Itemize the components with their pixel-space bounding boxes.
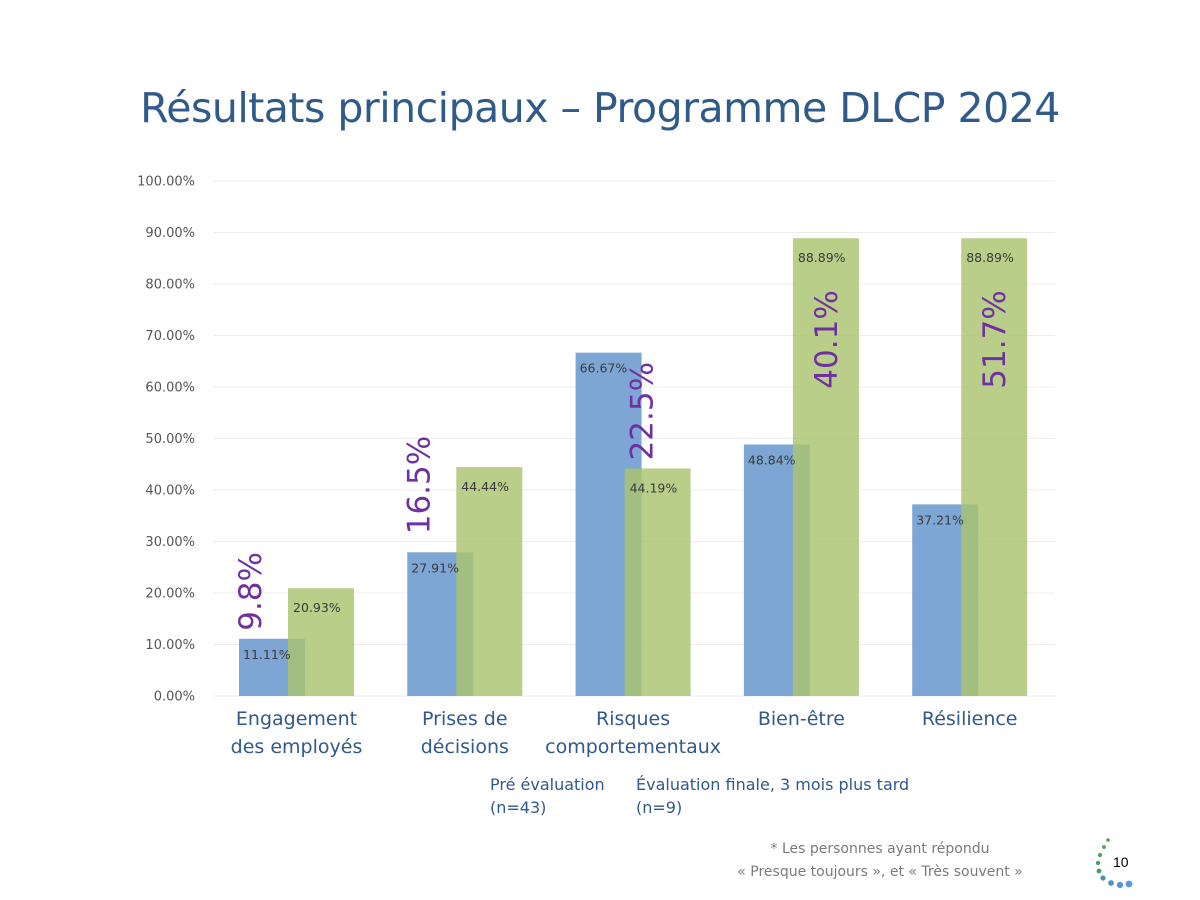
y-tick-label: 30.00%: [145, 535, 195, 550]
legend-series-final: Évaluation finale, 3 mois plus tard (n=9…: [636, 773, 909, 819]
legend-series-pre: Pré évaluation (n=43): [490, 773, 605, 819]
data-label-pre: 11.11%: [243, 647, 291, 662]
data-label-pre: 27.91%: [411, 560, 459, 575]
category-label: Bien-être: [701, 705, 901, 733]
y-axis-ticks: 0.00% 10.00% 20.00% 30.00% 40.00% 50.00% 60.00…: [137, 175, 195, 705]
bar-final-evaluation: [624, 468, 691, 696]
category-label: Risques comportementaux: [533, 705, 733, 761]
y-tick-label: 10.00%: [145, 638, 195, 653]
difference-annotation: 51.7%: [977, 290, 1013, 388]
data-label-final: 20.93%: [293, 600, 341, 615]
footnote: * Les personnes ayant répondu « Presque …: [700, 838, 1060, 884]
y-tick-label: 70.00%: [145, 329, 195, 344]
y-tick-label: 0.00%: [154, 690, 195, 705]
y-tick-label: 90.00%: [145, 226, 195, 241]
data-label-pre: 66.67%: [580, 361, 628, 376]
difference-annotation: 16.5%: [401, 436, 437, 534]
bar-final-evaluation: [288, 588, 354, 696]
difference-annotation: 40.1%: [809, 290, 845, 388]
page-number: 10: [1113, 854, 1129, 870]
y-tick-label: 100.00%: [137, 175, 195, 190]
difference-annotation: 9.8%: [233, 552, 269, 631]
data-label-pre: 48.84%: [748, 452, 796, 467]
category-label: Prises de décisions: [365, 705, 565, 761]
category-label: Engagement des employés: [197, 705, 397, 761]
data-label-pre: 37.21%: [916, 512, 964, 527]
dotted-arc-logo-icon: [1095, 838, 1133, 889]
difference-annotation: 22.5%: [625, 362, 661, 460]
category-label-line-1: Bien-être: [757, 708, 845, 730]
data-labels: 11.11% 20.93% 27.91% 44.44% 66.67% 44.19% 48.8…: [243, 250, 1014, 662]
data-label-final: 44.44%: [461, 479, 509, 494]
y-tick-label: 50.00%: [145, 432, 195, 447]
legend-series-final-n: (n=9): [636, 798, 683, 817]
data-label-final: 88.89%: [798, 250, 846, 265]
category-label-line-1: Prises de: [422, 708, 508, 730]
category-label-line-1: Risques: [596, 708, 671, 730]
y-tick-label: 60.00%: [145, 381, 195, 396]
category-label-line-2: comportementaux: [545, 736, 722, 758]
data-label-final: 88.89%: [966, 250, 1014, 265]
bar-final-evaluation: [792, 238, 859, 697]
category-label-line-1: Engagement: [235, 708, 358, 730]
slide-title: Résultats principaux – Programme DLCP 20…: [140, 84, 1060, 132]
category-label: Résilience: [870, 705, 1070, 733]
y-tick-label: 20.00%: [145, 587, 195, 602]
legend-series-pre-label: Pré évaluation: [490, 775, 605, 794]
legend-series-final-label: Évaluation finale, 3 mois plus tard: [636, 775, 910, 794]
y-tick-label: 80.00%: [145, 278, 195, 293]
category-label-line-2: décisions: [420, 736, 509, 758]
annotations: 9.8% 16.5% 22.5% 40.1% 51.7%: [233, 290, 1013, 631]
bar-final-evaluation: [961, 238, 1028, 697]
data-label-final: 44.19%: [630, 480, 678, 495]
category-label-line-1: Résilience: [921, 708, 1018, 730]
bar-final-evaluation: [456, 467, 523, 696]
category-label-line-2: des employés: [230, 736, 363, 758]
y-tick-label: 40.00%: [145, 484, 195, 499]
footnote-line-2: « Presque toujours », et « Très souvent …: [737, 864, 1023, 880]
bars: [239, 238, 1028, 697]
legend-series-pre-n: (n=43): [490, 798, 547, 817]
footnote-line-1: * Les personnes ayant répondu: [770, 841, 990, 857]
